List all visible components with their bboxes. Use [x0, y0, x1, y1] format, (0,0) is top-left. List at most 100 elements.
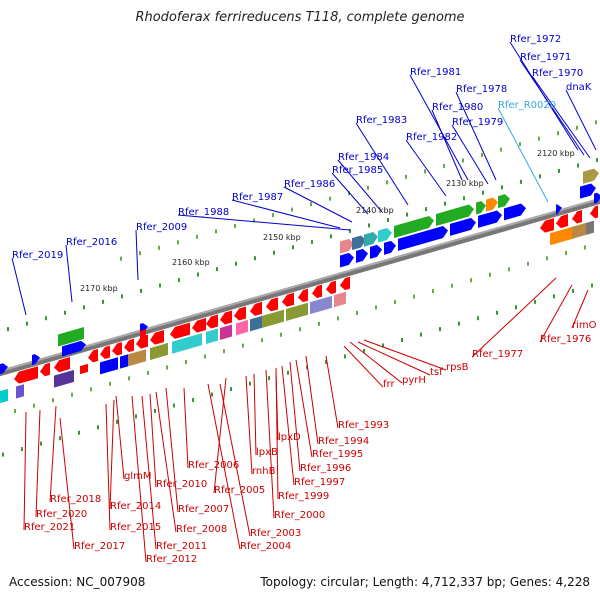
track-tick	[356, 310, 358, 315]
gene-block	[150, 342, 168, 361]
leader-line	[183, 387, 189, 469]
leader-line	[289, 361, 301, 472]
track-tick	[215, 229, 217, 234]
track-tick	[177, 240, 179, 245]
kbp-markers: 2120 kbp 2130 kbp 2140 kbp 2150 kbp 2160 kbp…	[80, 149, 575, 293]
track-tick	[2, 452, 4, 457]
gene-block	[236, 319, 248, 336]
page-title: Rhodoferax ferrireducens T118, complete …	[135, 10, 465, 25]
gene-block	[100, 357, 118, 375]
gene-block	[286, 302, 308, 322]
track-tick	[253, 218, 255, 223]
track-tick	[158, 245, 160, 250]
gene-block	[282, 292, 294, 307]
gene-block	[298, 288, 308, 303]
gene-block	[62, 340, 86, 357]
leader-line	[59, 417, 75, 550]
label-leaders	[11, 41, 597, 563]
track-tick	[7, 327, 9, 332]
leader-line	[455, 91, 497, 181]
track-tick	[128, 376, 130, 381]
gene-block	[550, 226, 574, 246]
track-tick	[424, 169, 426, 174]
track-tick	[40, 441, 42, 446]
leader-line	[571, 289, 589, 329]
gene-block	[250, 301, 262, 316]
track-tick	[527, 261, 529, 266]
gene-label: Rfer_1982	[406, 132, 457, 143]
gene-label: Rfer_2007	[178, 504, 229, 515]
track-tick	[451, 283, 453, 288]
track-tick	[90, 387, 92, 392]
leader-line	[109, 399, 115, 510]
gene-label: Rfer_2016	[66, 237, 117, 248]
gene-label: Rfer_1987	[232, 192, 283, 203]
gene-block	[150, 330, 164, 345]
track-tick	[192, 398, 194, 403]
gene-block	[498, 194, 510, 209]
track-tick	[102, 299, 104, 304]
gene-block	[398, 225, 448, 251]
gene-label: lpxB	[256, 447, 278, 458]
track-tick	[349, 228, 351, 233]
track-tick	[318, 321, 320, 326]
gene-label: Rfer_1984	[338, 152, 389, 163]
track-tick	[439, 327, 441, 332]
gene-block	[206, 328, 218, 344]
track-tick	[173, 403, 175, 408]
leader-line	[295, 359, 313, 458]
gene-block	[16, 384, 24, 399]
gene-label: Rfer_1979	[452, 117, 503, 128]
gene-label: Rfer_1976	[540, 334, 591, 345]
gene-label: lpxD	[278, 432, 301, 443]
track-tick	[166, 365, 168, 370]
track-tick	[595, 120, 597, 125]
leader-line	[519, 59, 585, 156]
gene-block	[32, 354, 40, 365]
track-tick	[344, 354, 346, 359]
gene-label: Rfer_2010	[156, 479, 207, 490]
gene-block	[220, 310, 232, 325]
gene-label: Rfer_2019	[12, 250, 63, 261]
gene-block	[436, 204, 474, 226]
track-tick	[443, 163, 445, 168]
gene-label: dnaK	[566, 82, 592, 93]
gene-label: Rfer_1978	[456, 84, 507, 95]
track-tick	[26, 321, 28, 326]
track-tick	[382, 343, 384, 348]
gene-block	[583, 168, 599, 184]
track-tick	[546, 256, 548, 261]
track-tick	[234, 223, 236, 228]
leader-line	[213, 377, 227, 494]
gene-block	[326, 280, 336, 295]
gene-block	[340, 238, 354, 254]
track-tick	[481, 153, 483, 158]
track-tick	[470, 278, 472, 283]
kbp-label: 2170 kbp	[80, 284, 118, 293]
gene-label: Rfer_R0020	[498, 100, 556, 111]
track-tick	[196, 234, 198, 239]
leader-line	[23, 411, 27, 531]
gene-label: Rfer_2008	[176, 524, 227, 535]
kbp-label: 2150 kbp	[263, 233, 301, 242]
leader-line	[343, 345, 384, 388]
track-tick	[576, 125, 578, 130]
track-tick	[348, 191, 350, 196]
track-tick	[520, 179, 522, 184]
gene-block	[540, 218, 554, 233]
gene-label: Rfer_1997	[294, 477, 345, 488]
leader-line	[471, 277, 557, 358]
gene-label: Rfer_2012	[146, 554, 197, 565]
track-tick	[553, 294, 555, 299]
leader-line	[431, 109, 463, 181]
track-tick	[368, 223, 370, 228]
gene-block	[340, 276, 350, 291]
track-tick	[280, 332, 282, 337]
kbp-label: 2140 kbp	[356, 206, 394, 215]
leader-line	[135, 229, 139, 281]
gene-label: Rfer_2006	[188, 460, 239, 471]
gene-block	[54, 357, 70, 373]
track-tick	[78, 430, 80, 435]
track-tick	[178, 278, 180, 283]
